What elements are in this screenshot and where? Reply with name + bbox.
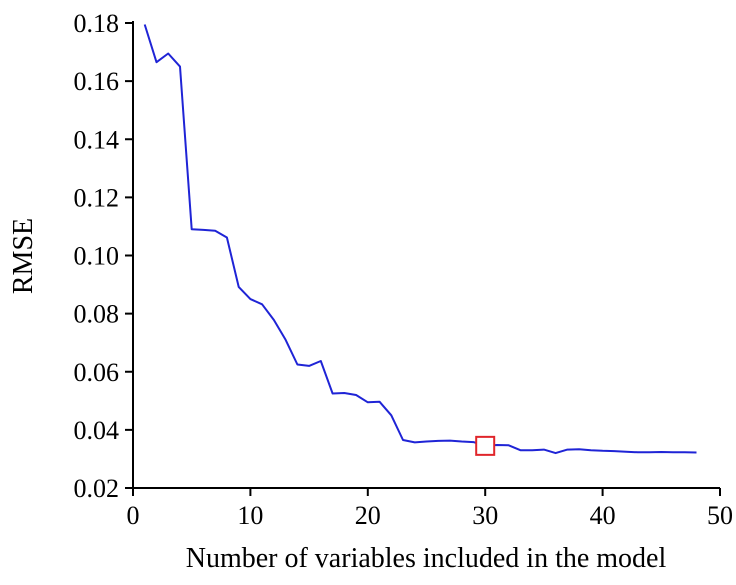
y-tick-label: 0.04	[74, 416, 120, 445]
optimal-point-marker	[475, 435, 496, 456]
x-axis-title: Number of variables included in the mode…	[186, 543, 667, 574]
y-tick-label: 0.06	[74, 358, 120, 387]
y-tick-label: 0.18	[74, 9, 120, 38]
y-tick-label: 0.02	[74, 474, 120, 503]
ticks: 0 10 20 30 40 50 0.02 0.04 0.06 0.08 0.10 0.12 0.14 0…	[74, 9, 734, 530]
y-axis-title: RMSE	[8, 218, 39, 294]
x-tick-label: 40	[590, 501, 616, 530]
x-tick-label: 30	[472, 501, 498, 530]
series-layer	[143, 24, 697, 456]
x-tick-label: 0	[127, 501, 140, 530]
y-tick-label: 0.12	[74, 183, 120, 212]
y-tick-label: 0.14	[74, 125, 120, 154]
axes	[132, 21, 720, 489]
x-tick-label: 20	[355, 501, 381, 530]
y-tick-label: 0.08	[74, 300, 120, 329]
rmse-series-line	[143, 24, 697, 455]
y-tick-label: 0.16	[74, 67, 120, 96]
x-tick-label: 50	[707, 501, 733, 530]
y-tick-label: 0.10	[74, 242, 120, 271]
x-tick-label: 10	[237, 501, 263, 530]
